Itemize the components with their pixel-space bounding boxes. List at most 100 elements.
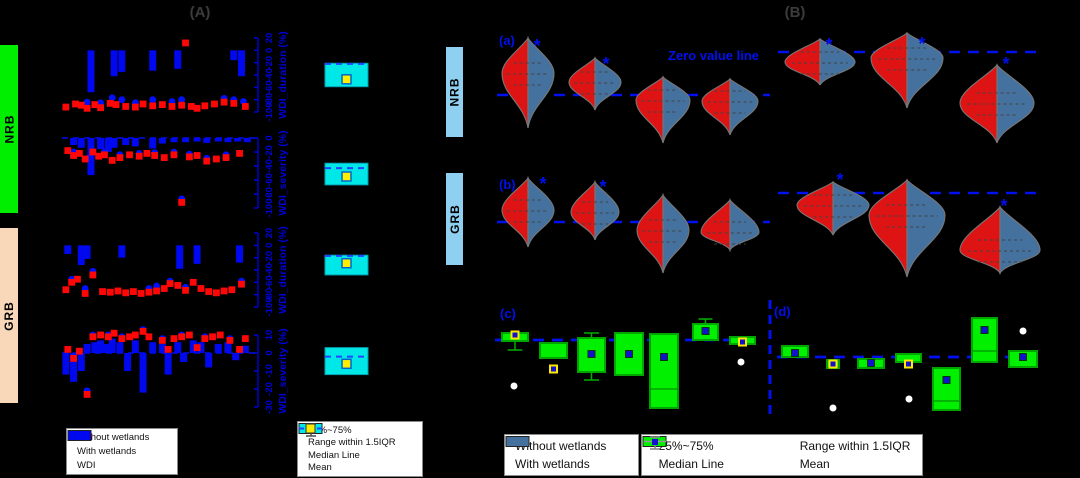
with-wetlands-point <box>236 150 243 157</box>
with-wetlands-point <box>160 154 168 161</box>
violin-left-half-without-wetlands <box>635 75 664 144</box>
a-axis-tick-label: -80 <box>264 288 275 302</box>
wdi-bar <box>149 50 157 71</box>
with-wetlands-point <box>72 100 79 108</box>
wdi-bar <box>197 342 205 353</box>
legend-item-with-wetlands: With wetlands <box>68 432 172 457</box>
wdi-bar <box>70 138 78 145</box>
with-wetlands-point <box>137 290 145 297</box>
with-wetlands-point <box>201 335 209 342</box>
sidebar-a-nrb: NRB <box>0 45 18 213</box>
violin-left-half-without-wetlands <box>701 77 731 136</box>
wdi-bar <box>236 245 244 263</box>
legend-item-label: With wetlands <box>77 445 137 457</box>
with-wetlands-point <box>182 39 189 47</box>
wdi-bar <box>77 353 85 371</box>
with-wetlands-point <box>89 333 97 341</box>
panel-b-title: (B) <box>784 4 806 21</box>
row-label-b: (b) <box>499 177 516 192</box>
legend-item-label: Mean <box>799 457 830 471</box>
with-wetlands-point <box>220 287 228 295</box>
legend-item-range-within-1-5iqr: Range within 1.5IQR <box>303 423 417 448</box>
wdi-bar <box>83 344 91 353</box>
violin-left-half-without-wetlands <box>568 56 596 111</box>
with-wetlands-point <box>216 331 224 339</box>
with-wetlands-point <box>145 288 153 296</box>
significance-asterisk: * <box>599 177 606 197</box>
with-wetlands-point <box>187 103 195 110</box>
with-wetlands-point <box>74 275 81 283</box>
mean-square-blue <box>1019 353 1027 361</box>
legend-item-mean: Mean <box>652 439 911 471</box>
wdi-bar <box>116 342 124 353</box>
with-wetlands-point <box>197 285 205 292</box>
with-wetlands-point <box>178 333 186 341</box>
a-axis-tick-label: -20 <box>264 382 275 396</box>
row-label-d: (d) <box>774 304 791 319</box>
outlier-dot <box>1019 327 1027 335</box>
with-wetlands-point <box>68 278 76 286</box>
wdi-bar <box>110 138 118 148</box>
with-wetlands-point <box>70 152 77 159</box>
with-wetlands-point <box>193 152 201 159</box>
with-wetlands-point <box>104 333 112 341</box>
significance-asterisk: * <box>602 54 609 74</box>
wdi-bar <box>91 342 99 353</box>
violin-right-half-with-wetlands <box>594 180 620 241</box>
with-wetlands-point <box>89 148 97 156</box>
wdi-bar <box>97 340 105 353</box>
a-axis-tick-label: 10 <box>264 330 275 341</box>
with-wetlands-point <box>182 286 189 294</box>
a-axis-tick-label: -40 <box>264 263 275 277</box>
with-wetlands-point <box>106 288 114 296</box>
legend-item-25-75-: 25%~75% <box>642 436 782 453</box>
a-axis-tick-label: 0 <box>264 48 275 53</box>
with-wetlands-point <box>112 101 120 108</box>
a-axis-tick-label: -40 <box>264 68 275 82</box>
with-wetlands-point <box>174 282 182 289</box>
mean-square-blue <box>660 353 668 361</box>
a-axis-tick-label: -60 <box>264 173 275 187</box>
mean-square-blue <box>828 359 838 369</box>
violin-left-half-without-wetlands <box>501 36 529 129</box>
outlier-dot <box>829 404 837 412</box>
wdi-bar <box>64 245 72 254</box>
with-wetlands-point <box>185 153 193 161</box>
with-wetlands-point <box>122 289 130 297</box>
violin-left-half-without-wetlands <box>501 176 529 248</box>
with-wetlands-point <box>126 151 133 159</box>
with-wetlands-point <box>230 99 238 107</box>
with-wetlands-point <box>189 278 197 286</box>
violin-right-half-with-wetlands <box>832 180 870 236</box>
wdi-bar <box>77 138 85 148</box>
with-wetlands-point <box>131 103 139 111</box>
row-label-c: (c) <box>500 306 516 321</box>
a-axis-tick-label: -100 <box>264 102 275 121</box>
with-wetlands-point <box>166 280 174 287</box>
wdi-bar <box>205 353 213 368</box>
wdi-bar <box>214 138 222 142</box>
wdi-bar <box>203 138 211 143</box>
with-wetlands-point <box>220 98 228 106</box>
with-wetlands-point <box>226 337 234 344</box>
with-wetlands-point <box>70 355 77 362</box>
legend-item-label: Mean <box>308 462 332 474</box>
a-axis-tick-label: -20 <box>264 145 275 159</box>
with-wetlands-point <box>97 331 104 339</box>
with-wetlands-point <box>114 287 122 295</box>
with-wetlands-point <box>209 333 216 341</box>
mean-square-blue <box>980 326 989 334</box>
legend-item-label: 25%~75% <box>308 424 352 436</box>
with-wetlands-point <box>158 101 166 108</box>
with-wetlands-point <box>89 271 97 279</box>
violin-right-half-with-wetlands <box>527 176 555 248</box>
with-wetlands-point <box>91 101 99 108</box>
with-wetlands-point <box>139 100 147 108</box>
legend-item-label: Range within 1.5IQR <box>799 439 911 453</box>
with-wetlands-point <box>122 103 130 110</box>
wdi-bar <box>237 50 245 77</box>
mean-square-blue <box>867 359 875 367</box>
with-wetlands-point <box>116 154 124 161</box>
